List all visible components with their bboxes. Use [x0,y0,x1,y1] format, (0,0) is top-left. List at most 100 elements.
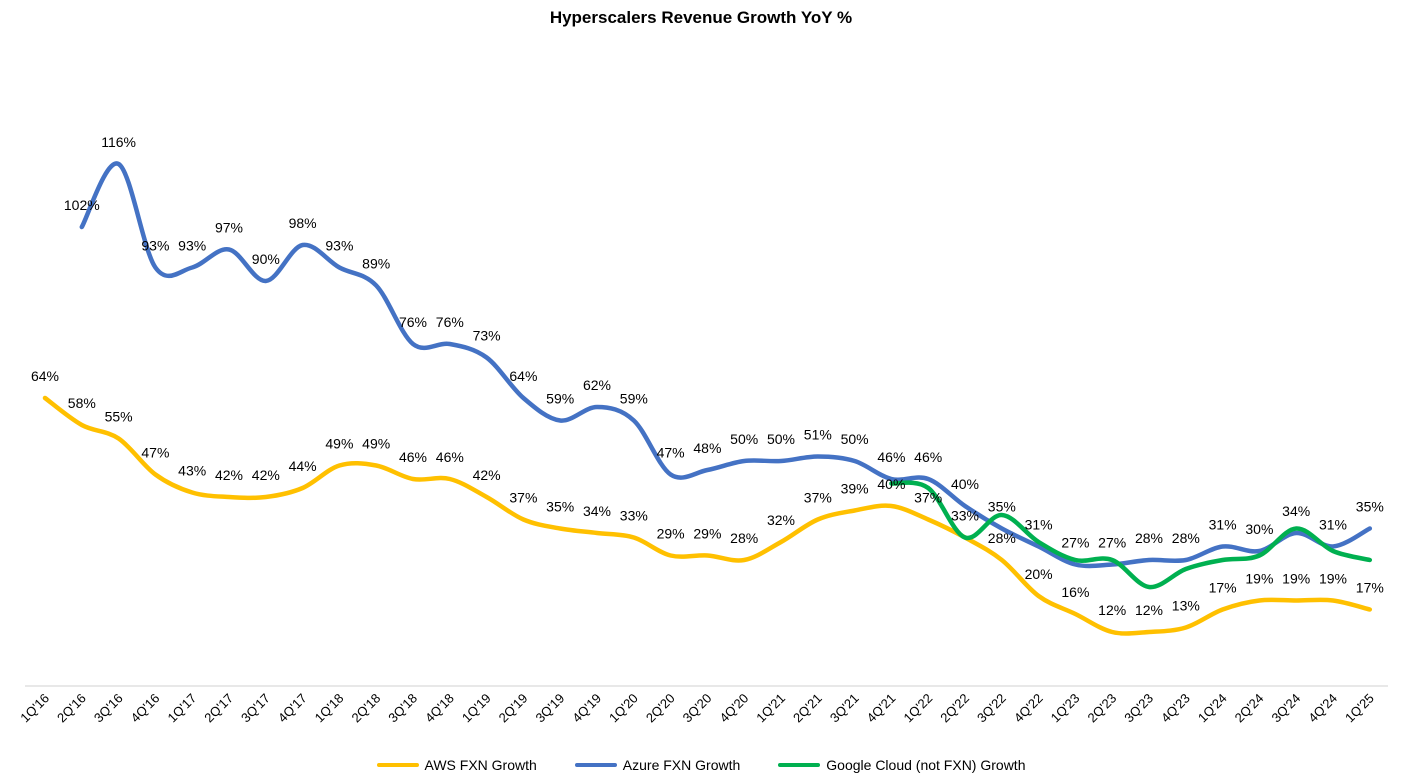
x-tick-label: 3Q'19 [532,691,567,726]
data-label-azure-fxn-growth: 64% [509,368,537,384]
data-label-aws-fxn-growth: 34% [583,503,611,519]
data-label-aws-fxn-growth: 17% [1209,580,1237,596]
data-label-azure-fxn-growth: 59% [620,391,648,407]
data-label-azure-fxn-growth: 28% [1172,530,1200,546]
data-label-azure-fxn-growth: 51% [804,427,832,443]
data-label-azure-fxn-growth: 102% [64,197,100,213]
x-tick-label: 4Q'22 [1011,691,1046,726]
x-tick-label: 3Q'21 [827,691,862,726]
data-label-aws-fxn-growth: 19% [1245,571,1273,587]
data-label-aws-fxn-growth: 29% [693,526,721,542]
data-label-aws-fxn-growth: 37% [804,490,832,506]
data-label-aws-fxn-growth: 42% [252,467,280,483]
data-label-aws-fxn-growth: 29% [657,526,685,542]
series-line-azure-fxn-growth [79,161,1373,569]
x-tick-label: 4Q'23 [1158,691,1193,726]
data-label-aws-fxn-growth: 39% [841,481,869,497]
data-label-azure-fxn-growth: 46% [914,449,942,465]
series-line-google-cloud-not-fxn-growth [889,480,1373,590]
data-label-azure-fxn-growth: 93% [325,238,353,254]
x-tick-label: 1Q'22 [900,691,935,726]
line-chart: 1Q'16 2Q'16 3Q'16 4Q'16 1Q'17 2Q'17 3Q'17 4Q'17… [17,134,1388,726]
data-label-aws-fxn-growth: 33% [620,508,648,524]
data-label-aws-fxn-growth: 19% [1282,571,1310,587]
data-label-azure-fxn-growth: 50% [730,431,758,447]
data-label-aws-fxn-growth: 37% [914,490,942,506]
data-label-azure-fxn-growth: 98% [289,215,317,231]
data-label-azure-fxn-growth: 76% [399,314,427,330]
x-tick-label: 1Q'20 [606,691,641,726]
data-label-aws-fxn-growth: 19% [1319,571,1347,587]
data-label-aws-fxn-growth: 28% [730,530,758,546]
data-label-aws-fxn-growth: 13% [1172,598,1200,614]
x-tick-label: 4Q'16 [128,691,163,726]
data-label-azure-fxn-growth: 35% [1356,499,1384,515]
data-label-aws-fxn-growth: 12% [1098,602,1126,618]
data-label-azure-fxn-growth: 59% [546,391,574,407]
legend-label: Azure FXN Growth [622,757,741,773]
x-tick-label: 2Q'17 [201,691,236,726]
data-label-azure-fxn-growth: 76% [436,314,464,330]
series-line-aws-fxn-growth [42,395,1373,636]
x-tick-label: 1Q'24 [1195,691,1230,726]
x-tick-label: 2Q'21 [790,691,825,726]
data-label-aws-fxn-growth: 42% [215,467,243,483]
data-label-aws-fxn-growth: 37% [509,490,537,506]
x-tick-label: 1Q'18 [312,691,347,726]
data-label-azure-fxn-growth: 35% [988,499,1016,515]
x-tick-label: 2Q'19 [496,691,531,726]
legend-swatch [778,763,821,767]
data-label-aws-fxn-growth: 33% [951,508,979,524]
data-label-azure-fxn-growth: 28% [1135,530,1163,546]
legend-item-google-cloud-not-fxn-growth: Google Cloud (not FXN) Growth [778,757,1025,773]
x-tick-label: 3Q'24 [1268,691,1303,726]
data-label-aws-fxn-growth: 32% [767,512,795,528]
data-labels: 64% 58% 55% 47% 43% 42% 42% 44% 49% 49% 46% 46% 42% 3… [31,134,1384,618]
x-tick-label: 2Q'16 [54,691,89,726]
series-lines [42,161,1373,636]
data-label-aws-fxn-growth: 40% [877,476,905,492]
data-label-azure-fxn-growth: 93% [141,238,169,254]
data-label-aws-fxn-growth: 44% [289,458,317,474]
legend-item-azure-fxn-growth: Azure FXN Growth [574,757,741,773]
x-tick-label: 3Q'20 [680,691,715,726]
x-tick-label: 1Q'23 [1048,691,1083,726]
data-label-aws-fxn-growth: 43% [178,463,206,479]
data-label-aws-fxn-growth: 46% [436,449,464,465]
data-label-azure-fxn-growth: 31% [1209,517,1237,533]
data-label-azure-fxn-growth: 40% [951,476,979,492]
data-label-aws-fxn-growth: 49% [325,436,353,452]
x-tick-label: 1Q'21 [753,691,788,726]
data-label-aws-fxn-growth: 35% [546,499,574,515]
data-label-aws-fxn-growth: 16% [1061,584,1089,600]
x-tick-label: 2Q'23 [1084,691,1119,726]
data-label-aws-fxn-growth: 42% [473,467,501,483]
x-tick-label: 2Q'18 [348,691,383,726]
data-label-aws-fxn-growth: 47% [141,445,169,461]
data-label-azure-fxn-growth: 31% [1025,517,1053,533]
x-tick-label: 2Q'24 [1232,691,1267,726]
data-label-azure-fxn-growth: 89% [362,256,390,272]
x-tick-label: 3Q'23 [1121,691,1156,726]
data-label-aws-fxn-growth: 12% [1135,602,1163,618]
data-label-aws-fxn-growth: 46% [399,449,427,465]
data-label-azure-fxn-growth: 47% [657,445,685,461]
data-label-azure-fxn-growth: 90% [252,251,280,267]
data-label-azure-fxn-growth: 93% [178,238,206,254]
x-tick-label: 1Q'16 [17,691,52,726]
x-tick-label: 1Q'19 [459,691,494,726]
data-label-aws-fxn-growth: 55% [105,409,133,425]
x-axis: 1Q'16 2Q'16 3Q'16 4Q'16 1Q'17 2Q'17 3Q'17 4Q'17… [17,685,1388,726]
data-label-aws-fxn-growth: 17% [1356,580,1384,596]
data-label-azure-fxn-growth: 116% [101,134,136,150]
x-tick-label: 1Q'17 [164,691,199,726]
data-label-azure-fxn-growth: 30% [1245,521,1273,537]
data-label-azure-fxn-growth: 34% [1282,503,1310,519]
data-label-azure-fxn-growth: 62% [583,377,611,393]
chart-title: Hyperscalers Revenue Growth YoY % [549,8,853,27]
data-label-azure-fxn-growth: 31% [1319,517,1347,533]
legend-swatch [574,763,617,767]
data-label-azure-fxn-growth: 46% [877,449,905,465]
data-label-aws-fxn-growth: 20% [1025,566,1053,582]
x-tick-label: 4Q'21 [864,691,899,726]
